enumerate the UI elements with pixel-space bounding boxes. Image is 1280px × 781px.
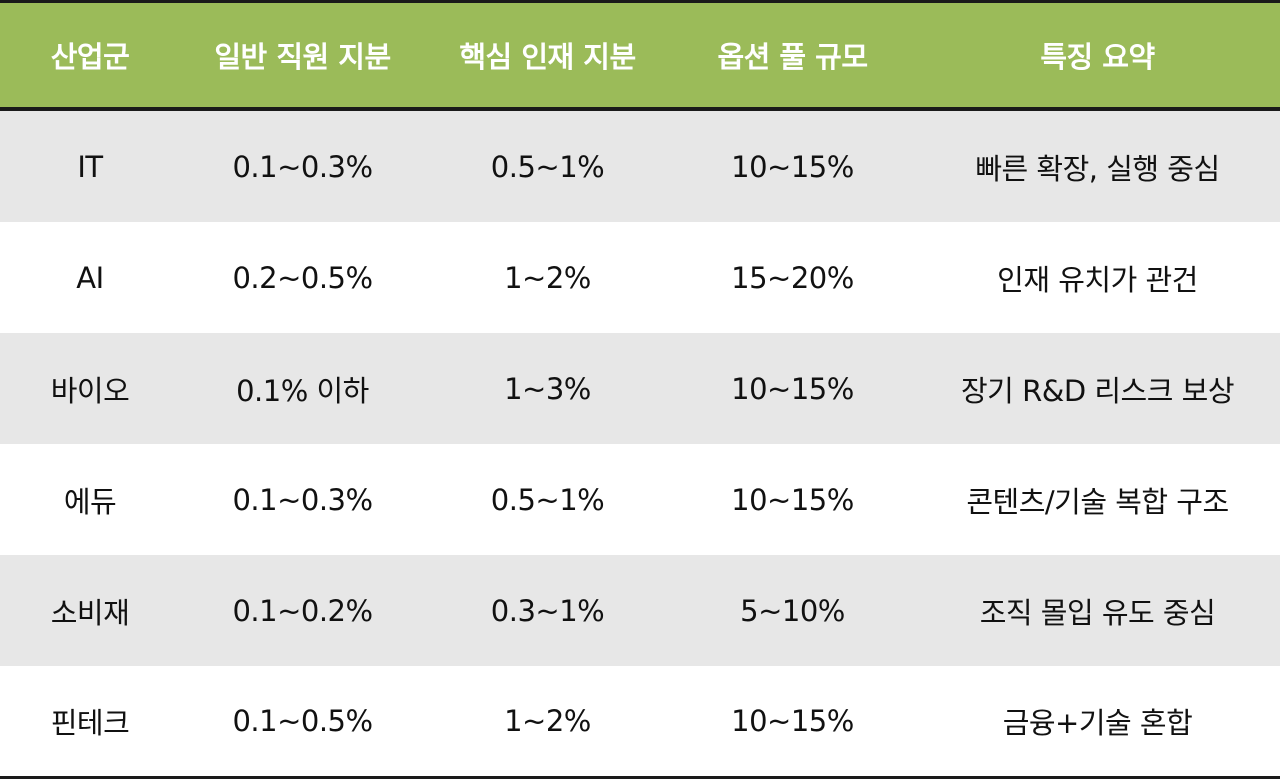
summary-cell: 인재 유치가 관건 <box>997 262 1198 297</box>
table-row: IT 0.1~0.3% 0.5~1% 10~15% 빠른 확장, 실행 중심 <box>0 111 1280 222</box>
key-talent-equity-cell: 0.3~1% <box>490 593 605 628</box>
key-talent-equity-cell: 0.5~1% <box>490 149 605 184</box>
key-talent-equity-cell: 1~3% <box>504 371 591 406</box>
option-pool-cell: 5~10% <box>740 593 845 628</box>
option-pool-cell: 10~15% <box>731 482 854 517</box>
header-general-employee-equity: 일반 직원 지분 <box>214 40 391 74</box>
industry-cell: 소비재 <box>50 595 130 630</box>
header-option-pool-size: 옵션 풀 규모 <box>717 40 868 74</box>
option-pool-cell: 10~15% <box>731 371 854 406</box>
table-row: 소비재 0.1~0.2% 0.3~1% 5~10% 조직 몰입 유도 중심 <box>0 555 1280 666</box>
industry-cell: IT <box>77 149 103 184</box>
header-summary: 특징 요약 <box>1040 40 1155 74</box>
table-row: AI 0.2~0.5% 1~2% 15~20% 인재 유치가 관건 <box>0 222 1280 333</box>
header-industry: 산업군 <box>50 40 130 74</box>
summary-cell: 빠른 확장, 실행 중심 <box>975 151 1220 186</box>
key-talent-equity-cell: 0.5~1% <box>490 482 605 517</box>
industry-cell: 핀테크 <box>50 706 130 740</box>
general-equity-cell: 0.2~0.5% <box>232 260 373 295</box>
key-talent-equity-cell: 1~2% <box>504 260 591 295</box>
industry-cell: 바이오 <box>50 373 130 408</box>
summary-cell: 조직 몰입 유도 중심 <box>979 595 1216 630</box>
general-equity-cell: 0.1~0.3% <box>232 482 373 517</box>
table-row: 에듀 0.1~0.3% 0.5~1% 10~15% 콘텐츠/기술 복합 구조 <box>0 444 1280 555</box>
option-pool-cell: 10~15% <box>731 149 854 184</box>
option-pool-cell: 15~20% <box>731 260 854 295</box>
key-talent-equity-cell: 1~2% <box>504 704 591 738</box>
summary-cell: 금융+기술 혼합 <box>1002 706 1193 740</box>
summary-cell: 장기 R&D 리스크 보상 <box>960 373 1235 408</box>
general-equity-cell: 0.1~0.2% <box>232 593 373 628</box>
table-header-row: 산업군 일반 직원 지분 핵심 인재 지분 옵션 풀 규모 특징 요약 <box>0 0 1280 111</box>
option-pool-cell: 10~15% <box>731 704 854 738</box>
general-equity-cell: 0.1~0.5% <box>232 704 373 738</box>
general-equity-cell: 0.1~0.3% <box>232 149 373 184</box>
header-key-talent-equity: 핵심 인재 지분 <box>459 40 636 74</box>
industry-cell: AI <box>76 260 104 295</box>
summary-cell: 콘텐츠/기술 복합 구조 <box>966 484 1229 519</box>
general-equity-cell: 0.1% 이하 <box>236 373 369 408</box>
table-row: 바이오 0.1% 이하 1~3% 10~15% 장기 R&D 리스크 보상 <box>0 333 1280 444</box>
table-row: 핀테크 0.1~0.5% 1~2% 10~15% 금융+기술 혼합 <box>0 666 1280 779</box>
industry-cell: 에듀 <box>63 484 117 519</box>
